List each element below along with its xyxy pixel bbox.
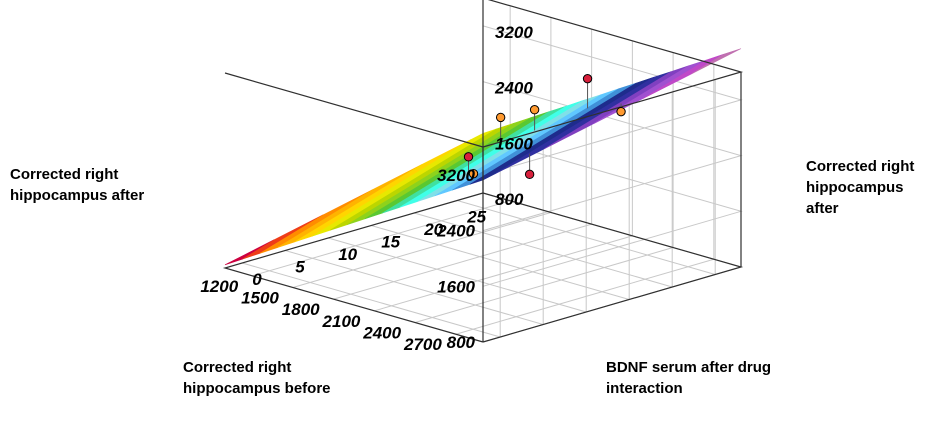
y-floor-gridline [457, 200, 716, 275]
axis-box [222, 0, 744, 343]
y-tick: 0 [252, 270, 262, 289]
z-tick-right: 1600 [495, 134, 533, 153]
data-point [529, 105, 540, 115]
y-floor-gridline [285, 250, 544, 325]
x-floor-gridline [333, 223, 592, 300]
x-tick: 1500 [241, 288, 279, 307]
data-point [524, 169, 535, 180]
x-floor-gridline [292, 211, 552, 288]
data-point [463, 152, 474, 162]
z-tick-left: 3200 [437, 166, 475, 185]
y-floor-gridline [414, 212, 673, 288]
z-tick-right: 800 [495, 190, 524, 209]
x-tick: 2700 [403, 335, 442, 354]
data-points [463, 73, 626, 180]
x-floor-gridline [374, 235, 633, 312]
surface-band [312, 128, 497, 237]
y-tick: 25 [466, 208, 486, 227]
y-tick: 15 [381, 233, 400, 252]
z-tick-right: 2400 [494, 79, 533, 98]
z-axis-label-left: Corrected right hippocampus after [10, 166, 145, 204]
z-tick-left: 2400 [436, 222, 475, 241]
y-floor-gridline [371, 225, 630, 300]
data-point [582, 73, 593, 84]
x-tick: 1200 [200, 277, 238, 296]
z-tick-left: 1600 [437, 277, 475, 296]
surface-band [242, 214, 324, 260]
z-tick-left: 800 [447, 333, 476, 352]
data-point [495, 112, 506, 123]
y-axis-label: BDNF serum after drug interaction [606, 359, 772, 397]
surface-plane [224, 48, 742, 266]
x-floor-gridline [252, 200, 511, 277]
y-tick: 5 [295, 258, 305, 277]
z-axis-label-right: Corrected right hippocampus after [806, 158, 915, 217]
tick-labels: 8008001600160024002400320032002700240021… [200, 23, 533, 354]
surface-band [691, 48, 742, 74]
y-tick: 10 [338, 245, 357, 264]
z-tick-right: 3200 [495, 23, 533, 42]
surface-band [382, 105, 567, 214]
x-axis-label: Corrected right hippocampus before [183, 359, 331, 397]
y-floor-gridline [328, 237, 587, 313]
data-point [468, 168, 479, 179]
x-tick: 2400 [362, 324, 401, 343]
surface-band [642, 54, 724, 99]
x-tick: 2100 [322, 312, 361, 331]
floor-front-edges [222, 192, 484, 343]
top-back-edges [482, 0, 744, 148]
x-floor-gridline [455, 258, 714, 335]
x-floor-gridline [414, 247, 674, 324]
x-tick: 1800 [282, 300, 320, 319]
y-floor-gridline [242, 262, 501, 338]
y-tick: 20 [423, 220, 443, 239]
top-left-edge [224, 72, 484, 148]
data-point [616, 106, 626, 117]
